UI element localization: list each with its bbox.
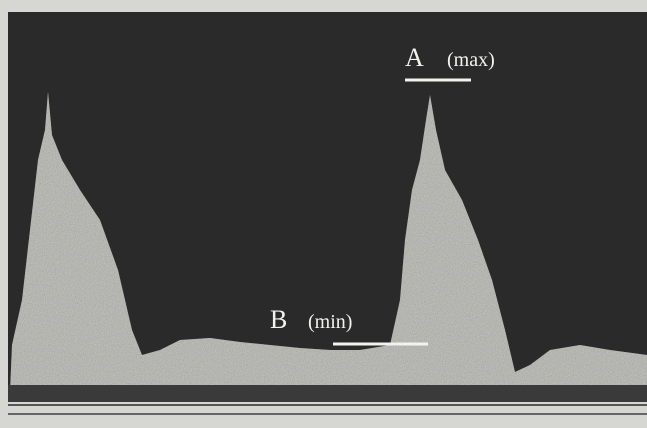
label-note: (min) [308,311,352,333]
spectral-waveform [10,92,647,392]
label-letter: B [270,305,287,334]
baseline-band [8,385,647,402]
label-letter: A [405,43,424,72]
label-note: (max) [447,49,495,71]
